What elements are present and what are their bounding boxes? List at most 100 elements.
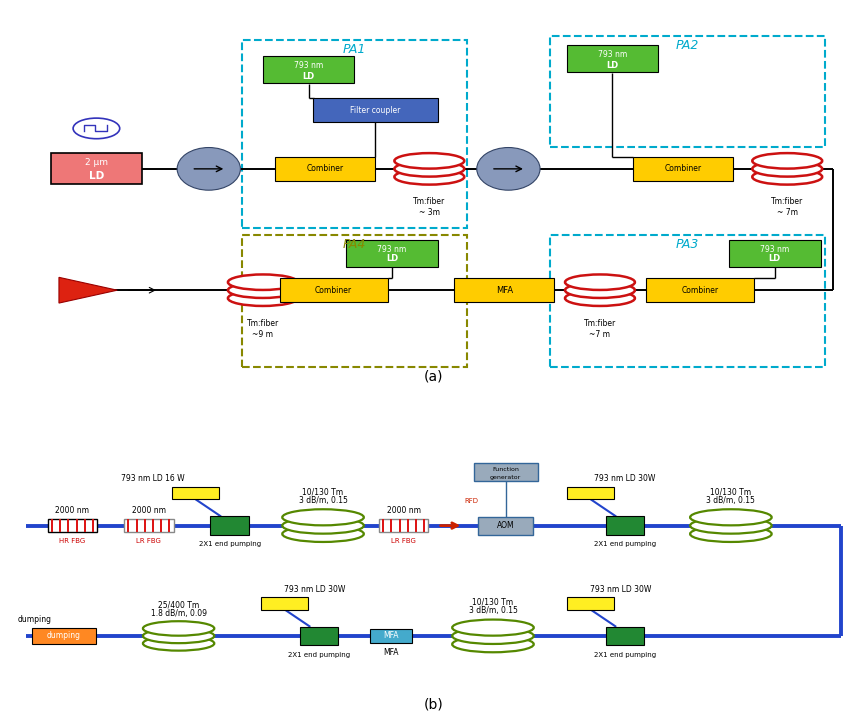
Text: ~ 7m: ~ 7m — [777, 208, 798, 218]
Ellipse shape — [143, 636, 214, 650]
Text: Combiner: Combiner — [665, 164, 701, 173]
Bar — [50, 154, 142, 185]
Text: Function: Function — [492, 467, 519, 472]
Bar — [633, 157, 733, 181]
Ellipse shape — [453, 636, 534, 653]
Ellipse shape — [690, 518, 772, 534]
Text: LD: LD — [769, 255, 781, 263]
Text: (b): (b) — [424, 697, 443, 711]
Text: Filter coupler: Filter coupler — [350, 105, 401, 115]
Ellipse shape — [143, 622, 214, 636]
Text: ~ 3m: ~ 3m — [419, 208, 440, 218]
Text: Combiner: Combiner — [315, 286, 352, 295]
Bar — [729, 239, 820, 267]
Bar — [124, 519, 173, 532]
Text: generator: generator — [490, 475, 521, 480]
Text: PA3: PA3 — [675, 238, 699, 251]
Text: Combiner: Combiner — [681, 286, 719, 295]
Text: RFD: RFD — [465, 498, 479, 504]
Text: 3 dB/m, 0.15: 3 dB/m, 0.15 — [298, 496, 348, 505]
Bar — [478, 517, 533, 534]
Text: 2000 nm: 2000 nm — [132, 505, 166, 515]
Ellipse shape — [690, 526, 772, 542]
Bar — [605, 516, 644, 535]
Bar — [567, 487, 614, 500]
Bar — [263, 56, 355, 84]
Text: ~9 m: ~9 m — [252, 329, 273, 339]
Bar — [32, 628, 95, 644]
Text: LR FBG: LR FBG — [136, 538, 161, 544]
Text: (a): (a) — [424, 370, 443, 384]
Bar — [370, 629, 413, 642]
Text: 793 nm LD 30W: 793 nm LD 30W — [284, 585, 345, 594]
Bar — [262, 597, 308, 610]
Text: ~7 m: ~7 m — [590, 329, 610, 339]
Bar — [242, 40, 466, 228]
Text: 2000 nm: 2000 nm — [55, 505, 89, 515]
Ellipse shape — [453, 619, 534, 636]
Text: PA4: PA4 — [342, 238, 366, 251]
Ellipse shape — [477, 148, 540, 190]
Bar — [300, 627, 338, 645]
Text: 2000 nm: 2000 nm — [387, 505, 420, 515]
Text: PA2: PA2 — [675, 40, 699, 53]
Bar — [550, 37, 825, 147]
Text: 2X1 end pumping: 2X1 end pumping — [288, 652, 350, 658]
Text: dumping: dumping — [47, 632, 81, 640]
Ellipse shape — [394, 153, 465, 169]
Text: MFA: MFA — [383, 632, 399, 640]
Text: 793 nm LD 16 W: 793 nm LD 16 W — [121, 474, 185, 483]
Text: MFA: MFA — [496, 286, 512, 295]
Text: dumping: dumping — [17, 614, 51, 624]
Text: MFA: MFA — [383, 647, 399, 657]
Text: PA1: PA1 — [342, 43, 366, 56]
Ellipse shape — [394, 169, 465, 185]
Ellipse shape — [228, 275, 298, 290]
Bar — [379, 519, 428, 532]
Text: HR FBG: HR FBG — [59, 538, 86, 544]
Ellipse shape — [228, 283, 298, 298]
Text: 25/400 Tm: 25/400 Tm — [158, 601, 199, 609]
Text: 3 dB/m, 0.15: 3 dB/m, 0.15 — [468, 606, 518, 615]
Ellipse shape — [394, 161, 465, 177]
Ellipse shape — [565, 283, 635, 298]
Ellipse shape — [453, 628, 534, 644]
Bar — [474, 463, 538, 481]
Text: 793 nm: 793 nm — [598, 50, 627, 59]
Bar — [276, 157, 375, 181]
Ellipse shape — [565, 275, 635, 290]
Ellipse shape — [690, 509, 772, 526]
Bar — [48, 519, 97, 532]
Polygon shape — [59, 278, 117, 303]
Bar — [550, 235, 825, 368]
Text: LD: LD — [386, 255, 398, 263]
Text: 2X1 end pumping: 2X1 end pumping — [594, 541, 655, 547]
Text: 793 nm LD 30W: 793 nm LD 30W — [594, 474, 655, 483]
Text: 793 nm: 793 nm — [294, 61, 323, 71]
Text: Tm:fiber: Tm:fiber — [583, 319, 616, 328]
Ellipse shape — [753, 169, 822, 185]
Text: 10/130 Tm: 10/130 Tm — [303, 487, 343, 496]
Bar — [567, 45, 658, 72]
Text: AOM: AOM — [497, 521, 514, 530]
Bar — [242, 235, 466, 368]
Text: LR FBG: LR FBG — [391, 538, 416, 544]
Ellipse shape — [177, 148, 240, 190]
Ellipse shape — [143, 629, 214, 643]
Bar — [567, 597, 614, 610]
Text: LD: LD — [88, 171, 104, 181]
Text: Tm:fiber: Tm:fiber — [771, 198, 804, 206]
Ellipse shape — [283, 526, 364, 542]
Bar — [313, 98, 438, 122]
Text: Tm:fiber: Tm:fiber — [414, 198, 446, 206]
Bar — [605, 627, 644, 645]
Ellipse shape — [753, 153, 822, 169]
Bar — [454, 278, 554, 302]
Text: Tm:fiber: Tm:fiber — [247, 319, 279, 328]
Bar — [346, 239, 438, 267]
Text: 3 dB/m, 0.15: 3 dB/m, 0.15 — [707, 496, 755, 505]
Ellipse shape — [228, 291, 298, 306]
Text: 1.8 dB/m, 0.09: 1.8 dB/m, 0.09 — [151, 609, 206, 619]
Text: 793 nm: 793 nm — [760, 244, 789, 254]
Text: 10/130 Tm: 10/130 Tm — [473, 598, 513, 606]
